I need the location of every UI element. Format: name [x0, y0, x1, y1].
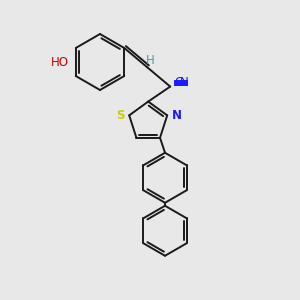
Text: S: S — [116, 109, 124, 122]
Text: C: C — [174, 76, 182, 89]
Text: HO: HO — [51, 56, 69, 68]
Text: N: N — [180, 76, 189, 89]
Text: H: H — [146, 54, 154, 67]
Text: N: N — [172, 109, 182, 122]
